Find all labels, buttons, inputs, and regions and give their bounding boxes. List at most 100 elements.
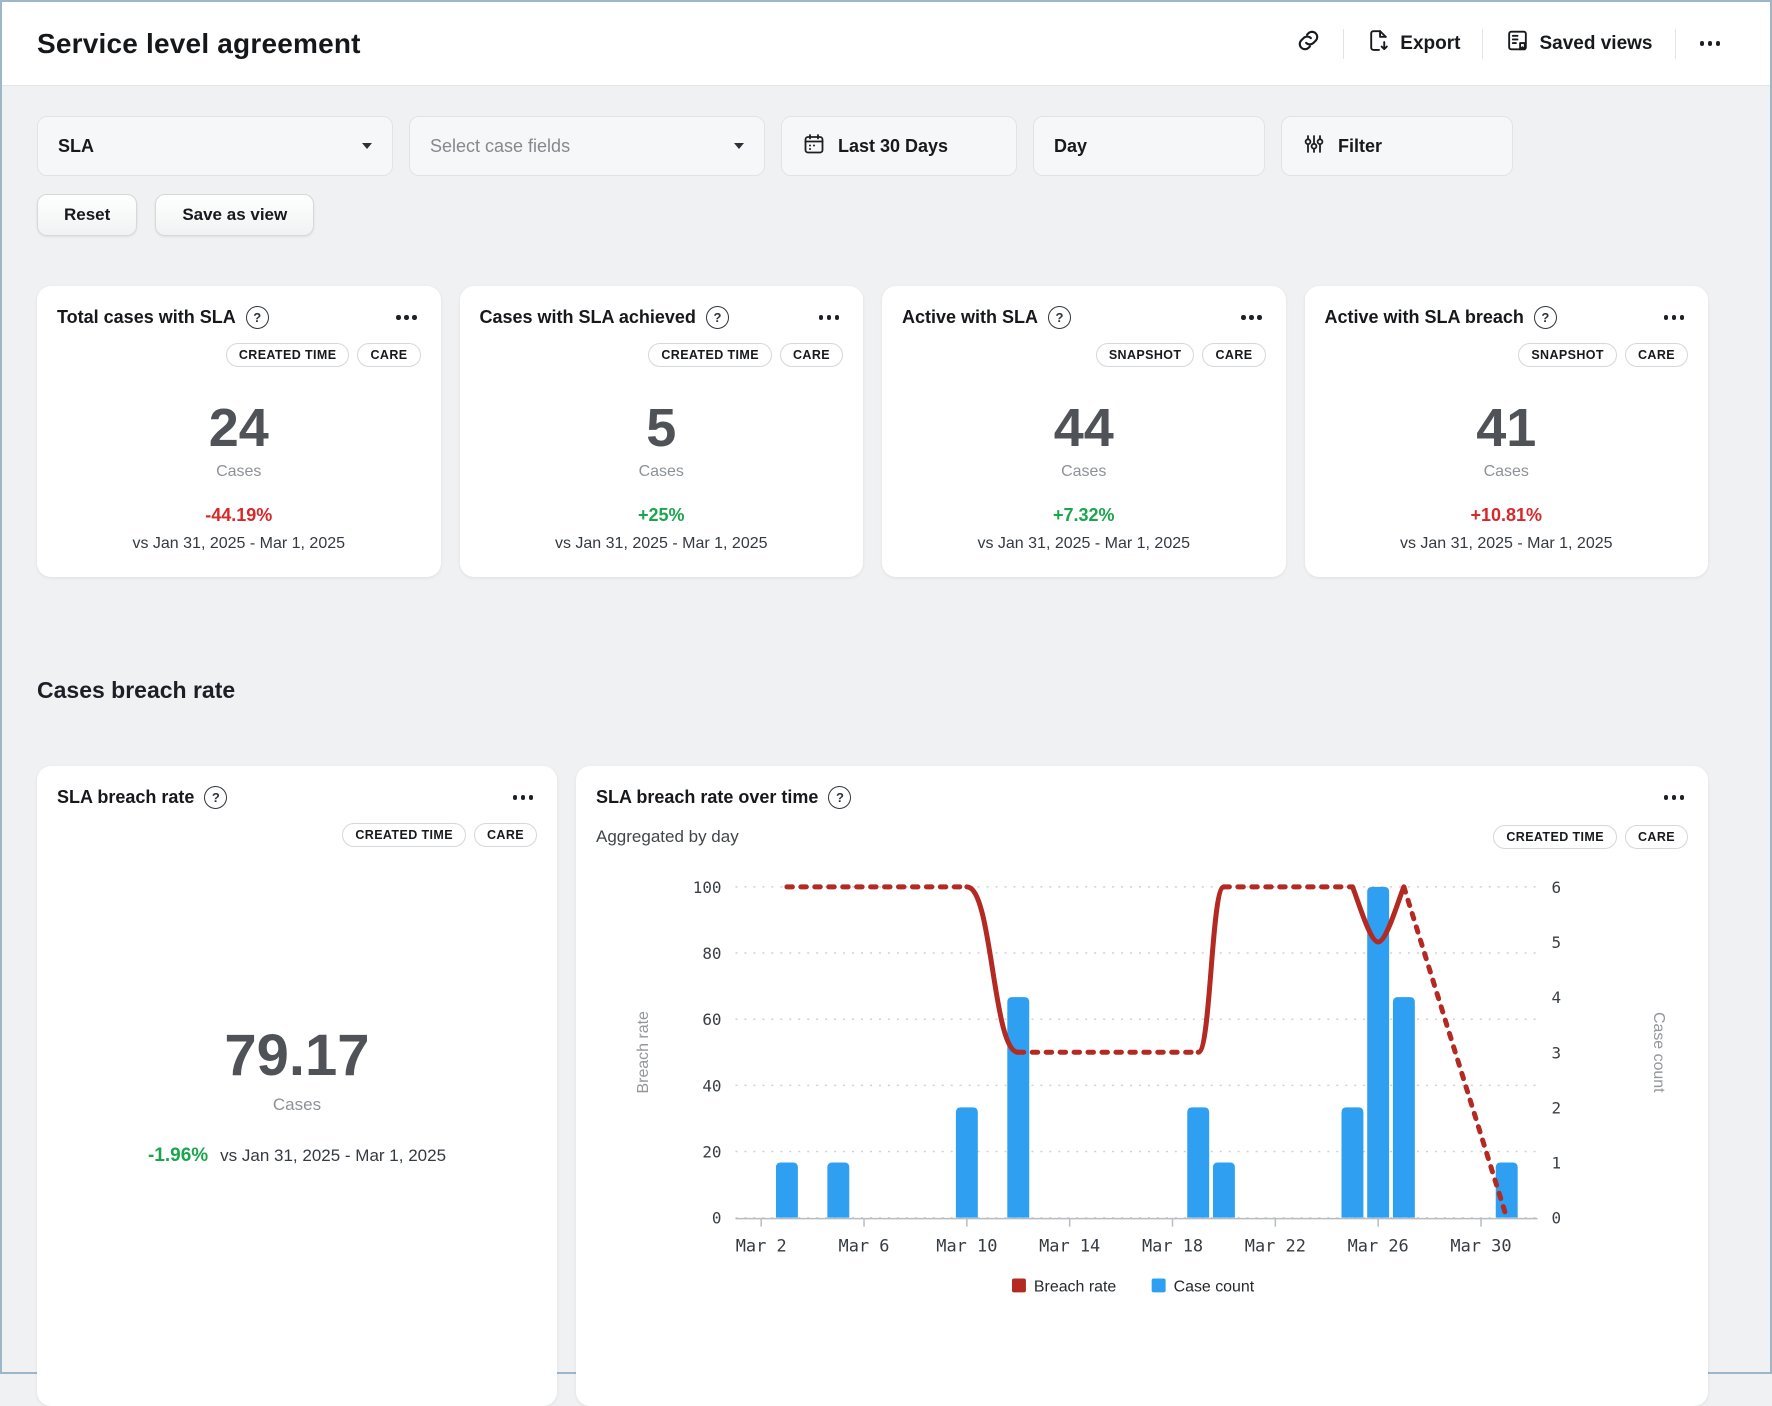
breach-rate-value: 79.17 bbox=[57, 1022, 537, 1089]
date-range-picker[interactable]: Last 30 Days bbox=[781, 116, 1017, 176]
more-menu-button[interactable] bbox=[1696, 35, 1725, 52]
sliders-icon bbox=[1302, 132, 1326, 161]
svg-text:4: 4 bbox=[1551, 988, 1561, 1007]
copy-link-button[interactable] bbox=[1294, 22, 1323, 65]
card-title: SLA breach rate over time bbox=[596, 787, 818, 808]
case-fields-dropdown[interactable]: Select case fields bbox=[409, 116, 765, 176]
svg-text:Mar 6: Mar 6 bbox=[839, 1236, 890, 1256]
chevron-down-icon bbox=[734, 143, 744, 149]
help-icon[interactable]: ? bbox=[828, 786, 851, 809]
x-axis-labels: Mar 2Mar 6Mar 10Mar 14Mar 18Mar 22Mar 26… bbox=[736, 1219, 1512, 1256]
granularity-dropdown[interactable]: Day bbox=[1033, 116, 1265, 176]
kpi-change: -44.19% bbox=[57, 505, 421, 526]
care-badge: CARE bbox=[474, 823, 537, 847]
saved-views-button[interactable]: Saved views bbox=[1503, 22, 1654, 65]
svg-text:6: 6 bbox=[1551, 878, 1561, 897]
sla-breach-rate-over-time-card: SLA breach rate over time ? Aggregated b… bbox=[576, 766, 1708, 1406]
divider bbox=[1482, 29, 1483, 59]
kpi-card-title: Total cases with SLA bbox=[57, 307, 236, 328]
kpi-unit: Cases bbox=[57, 463, 421, 481]
svg-text:Breach rate: Breach rate bbox=[1034, 1278, 1117, 1295]
svg-text:Mar 26: Mar 26 bbox=[1348, 1236, 1409, 1256]
help-icon[interactable]: ? bbox=[1048, 306, 1071, 329]
kpi-card-total-cases-with-sla: Total cases with SLA ? CREATED TIME CARE… bbox=[37, 286, 441, 577]
link-icon bbox=[1296, 28, 1321, 59]
kpi-unit: Cases bbox=[480, 463, 844, 481]
left-axis-title: Breach rate bbox=[635, 1011, 652, 1094]
export-file-icon bbox=[1366, 28, 1391, 59]
kpi-card-active-with-sla-breach: Active with SLA breach ? SNAPSHOT CARE 4… bbox=[1305, 286, 1709, 577]
kpi-card-active-with-sla: Active with SLA ? SNAPSHOT CARE 44 Cases… bbox=[882, 286, 1286, 577]
granularity-value: Day bbox=[1054, 136, 1087, 157]
help-icon[interactable]: ? bbox=[246, 306, 269, 329]
kpi-comparison: vs Jan 31, 2025 - Mar 1, 2025 bbox=[57, 535, 421, 553]
legend-item-case-count[interactable]: Case count bbox=[1152, 1278, 1255, 1295]
svg-text:Mar 30: Mar 30 bbox=[1450, 1236, 1511, 1256]
kpi-change: +10.81% bbox=[1325, 505, 1689, 526]
section-title-cases-breach-rate: Cases breach rate bbox=[37, 677, 1708, 704]
svg-text:Mar 22: Mar 22 bbox=[1245, 1236, 1306, 1256]
reset-button[interactable]: Reset bbox=[37, 194, 137, 236]
created-time-badge: CREATED TIME bbox=[342, 823, 466, 847]
care-badge: CARE bbox=[1202, 343, 1265, 367]
breach-rate-unit: Cases bbox=[57, 1095, 537, 1115]
svg-text:Mar 10: Mar 10 bbox=[936, 1236, 997, 1256]
svg-text:40: 40 bbox=[702, 1076, 721, 1095]
filter-button[interactable]: Filter bbox=[1281, 116, 1513, 176]
saved-views-icon bbox=[1505, 28, 1530, 59]
filter-bar: SLA Select case fields Last 30 Days Day bbox=[37, 116, 1708, 176]
breach-rate-change: -1.96% bbox=[148, 1145, 208, 1167]
svg-text:Case count: Case count bbox=[1174, 1278, 1255, 1295]
care-badge: CARE bbox=[1625, 343, 1688, 367]
kpi-change: +7.32% bbox=[902, 505, 1266, 526]
svg-text:Mar 18: Mar 18 bbox=[1142, 1236, 1203, 1256]
case-fields-placeholder: Select case fields bbox=[430, 136, 570, 157]
left-axis-tick-labels: 020406080100 bbox=[693, 878, 722, 1228]
help-icon[interactable]: ? bbox=[204, 786, 227, 809]
metric-dropdown[interactable]: SLA bbox=[37, 116, 393, 176]
card-menu-button[interactable] bbox=[392, 309, 421, 326]
divider bbox=[1675, 29, 1676, 59]
card-menu-button[interactable] bbox=[1660, 309, 1689, 326]
page-title: Service level agreement bbox=[37, 28, 361, 60]
snapshot-badge: SNAPSHOT bbox=[1096, 343, 1195, 367]
created-time-badge: CREATED TIME bbox=[1493, 825, 1617, 849]
card-menu-button[interactable] bbox=[509, 789, 538, 806]
created-time-badge: CREATED TIME bbox=[226, 343, 350, 367]
kpi-card-cases-with-sla-achieved: Cases with SLA achieved ? CREATED TIME C… bbox=[460, 286, 864, 577]
kpi-comparison: vs Jan 31, 2025 - Mar 1, 2025 bbox=[902, 535, 1266, 553]
kpi-unit: Cases bbox=[1325, 463, 1689, 481]
svg-text:Mar 14: Mar 14 bbox=[1039, 1236, 1100, 1256]
kpi-value: 24 bbox=[57, 397, 421, 459]
export-label: Export bbox=[1400, 33, 1460, 55]
kpi-value: 44 bbox=[902, 397, 1266, 459]
kpi-comparison: vs Jan 31, 2025 - Mar 1, 2025 bbox=[1325, 535, 1689, 553]
care-badge: CARE bbox=[357, 343, 420, 367]
card-title: SLA breach rate bbox=[57, 787, 194, 808]
breach-rate-row: SLA breach rate ? CREATED TIME CARE 79.1… bbox=[37, 766, 1708, 1406]
kpi-change: +25% bbox=[480, 505, 844, 526]
svg-text:20: 20 bbox=[702, 1143, 721, 1162]
legend-item-breach-rate[interactable]: Breach rate bbox=[1012, 1278, 1116, 1295]
created-time-badge: CREATED TIME bbox=[648, 343, 772, 367]
help-icon[interactable]: ? bbox=[706, 306, 729, 329]
card-menu-button[interactable] bbox=[1237, 309, 1266, 326]
kpi-comparison: vs Jan 31, 2025 - Mar 1, 2025 bbox=[480, 535, 844, 553]
kpi-card-row: Total cases with SLA ? CREATED TIME CARE… bbox=[37, 286, 1708, 577]
svg-text:1: 1 bbox=[1551, 1154, 1561, 1173]
svg-text:2: 2 bbox=[1551, 1098, 1561, 1117]
sla-breach-rate-card: SLA breach rate ? CREATED TIME CARE 79.1… bbox=[37, 766, 557, 1406]
app-header: Service level agreement Export bbox=[2, 2, 1770, 86]
card-menu-button[interactable] bbox=[815, 309, 844, 326]
svg-text:3: 3 bbox=[1551, 1043, 1561, 1062]
svg-text:100: 100 bbox=[693, 878, 722, 897]
save-as-view-button[interactable]: Save as view bbox=[155, 194, 314, 236]
kpi-card-title: Active with SLA bbox=[902, 307, 1038, 328]
breach-rate-over-time-chart: 0204060801000123456Mar 2Mar 6Mar 10Mar 1… bbox=[596, 859, 1688, 1319]
card-menu-button[interactable] bbox=[1660, 789, 1689, 806]
help-icon[interactable]: ? bbox=[1534, 306, 1557, 329]
date-range-value: Last 30 Days bbox=[838, 136, 948, 157]
export-button[interactable]: Export bbox=[1364, 22, 1462, 65]
chart-aggregation-label: Aggregated by day bbox=[596, 827, 739, 847]
saved-views-label: Saved views bbox=[1539, 33, 1652, 55]
